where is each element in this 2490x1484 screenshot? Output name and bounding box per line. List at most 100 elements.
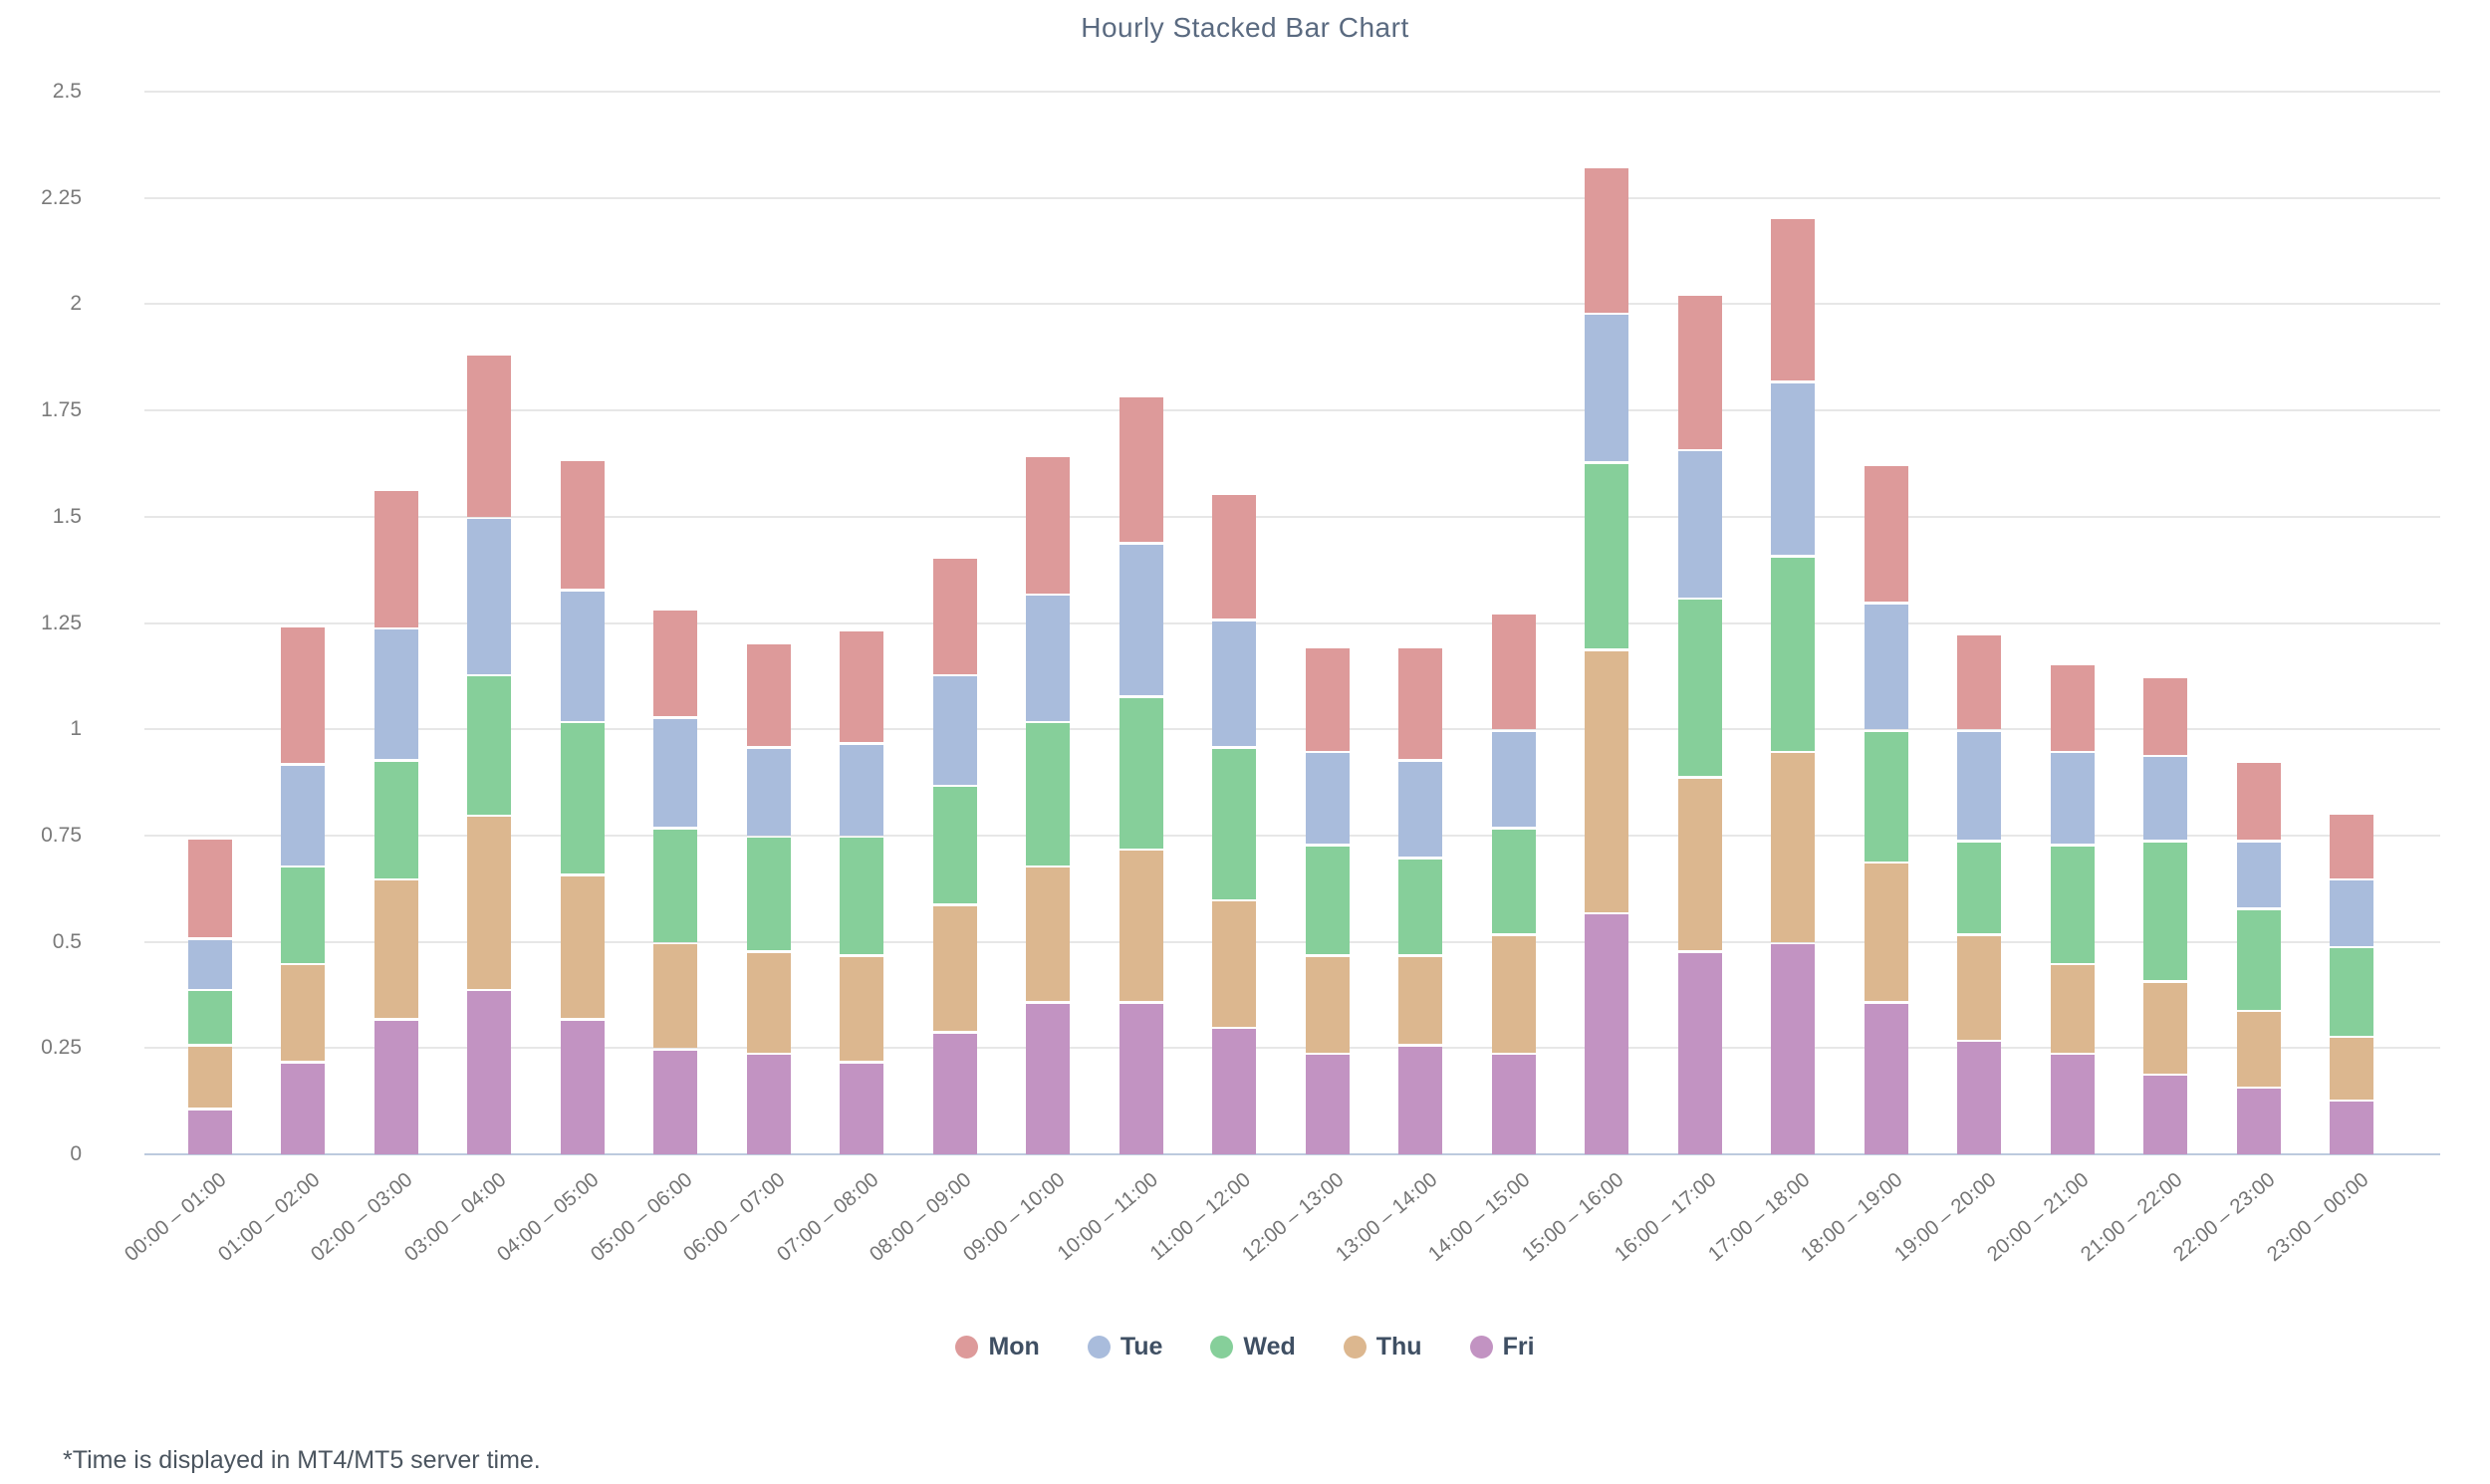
bar-segment-mon[interactable] [1677, 295, 1722, 449]
bar-stack[interactable] [1119, 92, 1163, 1154]
bar-segment-thu[interactable] [2236, 1012, 2281, 1087]
bar-segment-mon[interactable] [374, 491, 418, 627]
bar-segment-thu[interactable] [746, 952, 791, 1053]
bar-segment-fri[interactable] [467, 991, 512, 1154]
bar-segment-mon[interactable] [560, 461, 605, 590]
bar-stack[interactable] [2050, 92, 2095, 1154]
bar-segment-thu[interactable] [653, 944, 698, 1049]
bar-segment-thu[interactable] [1957, 935, 2002, 1040]
bar-segment-thu[interactable] [560, 875, 605, 1019]
bar-stack[interactable] [840, 92, 884, 1154]
bar-segment-tue[interactable] [1026, 596, 1071, 721]
bar-stack[interactable] [2236, 92, 2281, 1154]
bar-segment-fri[interactable] [653, 1050, 698, 1154]
legend-item-mon[interactable]: Mon [955, 1333, 1040, 1361]
bar-segment-mon[interactable] [1212, 495, 1257, 619]
bar-segment-wed[interactable] [1677, 600, 1722, 777]
bar-stack[interactable] [1864, 92, 1908, 1154]
bar-segment-wed[interactable] [1398, 859, 1443, 955]
bar-segment-fri[interactable] [1026, 1003, 1071, 1154]
bar-stack[interactable] [653, 92, 698, 1154]
bar-segment-wed[interactable] [1585, 463, 1629, 649]
legend-item-fri[interactable]: Fri [1469, 1333, 1535, 1361]
bar-stack[interactable] [2143, 92, 2188, 1154]
bar-segment-thu[interactable] [1119, 851, 1163, 1002]
bar-stack[interactable] [1398, 92, 1443, 1154]
bar-segment-fri[interactable] [2050, 1055, 2095, 1154]
bar-segment-wed[interactable] [374, 761, 418, 878]
bar-segment-tue[interactable] [1771, 382, 1816, 556]
bar-segment-tue[interactable] [1957, 731, 2002, 841]
bar-stack[interactable] [1491, 92, 1536, 1154]
bar-segment-fri[interactable] [2236, 1089, 2281, 1154]
bar-segment-wed[interactable] [840, 838, 884, 955]
bar-segment-mon[interactable] [1585, 167, 1629, 313]
bar-segment-fri[interactable] [840, 1063, 884, 1154]
bar-stack[interactable] [1957, 92, 2002, 1154]
bar-segment-mon[interactable] [281, 626, 326, 764]
bar-segment-thu[interactable] [1398, 956, 1443, 1045]
bar-segment-wed[interactable] [653, 829, 698, 942]
bar-segment-fri[interactable] [1864, 1003, 1908, 1154]
bar-segment-mon[interactable] [1398, 648, 1443, 760]
bar-segment-tue[interactable] [1119, 544, 1163, 696]
bar-segment-tue[interactable] [1585, 315, 1629, 462]
bar-stack[interactable] [1771, 92, 1816, 1154]
bar-stack[interactable] [187, 92, 232, 1154]
bar-segment-thu[interactable] [2050, 965, 2095, 1053]
bar-segment-fri[interactable] [1119, 1003, 1163, 1154]
bar-segment-wed[interactable] [1212, 748, 1257, 899]
bar-segment-thu[interactable] [2330, 1038, 2374, 1100]
bar-segment-thu[interactable] [374, 880, 418, 1019]
bar-segment-mon[interactable] [187, 840, 232, 938]
bar-segment-thu[interactable] [1864, 864, 1908, 1002]
bar-segment-thu[interactable] [1491, 935, 1536, 1053]
bar-segment-fri[interactable] [560, 1020, 605, 1154]
bar-segment-mon[interactable] [932, 559, 977, 674]
bar-segment-tue[interactable] [1677, 451, 1722, 598]
bar-segment-wed[interactable] [1305, 846, 1350, 955]
bar-segment-fri[interactable] [746, 1055, 791, 1154]
bar-segment-tue[interactable] [2330, 880, 2374, 946]
bar-segment-wed[interactable] [187, 991, 232, 1045]
bar-segment-mon[interactable] [1119, 397, 1163, 543]
bar-stack[interactable] [1212, 92, 1257, 1154]
bar-segment-wed[interactable] [932, 787, 977, 904]
bar-stack[interactable] [1026, 92, 1071, 1154]
bar-segment-thu[interactable] [1585, 650, 1629, 912]
bar-segment-tue[interactable] [840, 744, 884, 836]
bar-segment-wed[interactable] [2330, 948, 2374, 1036]
bar-segment-tue[interactable] [1212, 620, 1257, 747]
bar-segment-tue[interactable] [467, 519, 512, 674]
bar-stack[interactable] [467, 92, 512, 1154]
bar-stack[interactable] [746, 92, 791, 1154]
bar-stack[interactable] [560, 92, 605, 1154]
bar-segment-mon[interactable] [1491, 614, 1536, 730]
bar-segment-wed[interactable] [1864, 731, 1908, 862]
bar-stack[interactable] [374, 92, 418, 1154]
legend-item-wed[interactable]: Wed [1210, 1333, 1296, 1361]
bar-segment-mon[interactable] [1771, 219, 1816, 381]
bar-segment-mon[interactable] [1957, 635, 2002, 730]
bar-segment-wed[interactable] [1491, 829, 1536, 934]
bar-stack[interactable] [2330, 92, 2374, 1154]
bar-segment-tue[interactable] [187, 939, 232, 989]
bar-stack[interactable] [932, 92, 977, 1154]
bar-segment-thu[interactable] [840, 956, 884, 1062]
bar-segment-tue[interactable] [1305, 753, 1350, 845]
bar-segment-mon[interactable] [467, 355, 512, 517]
bar-segment-thu[interactable] [467, 817, 512, 989]
bar-segment-wed[interactable] [1026, 723, 1071, 866]
bar-segment-thu[interactable] [1212, 901, 1257, 1027]
bar-segment-fri[interactable] [374, 1020, 418, 1154]
bar-segment-mon[interactable] [2330, 814, 2374, 878]
bar-segment-tue[interactable] [281, 765, 326, 866]
bar-segment-tue[interactable] [374, 629, 418, 760]
bar-segment-tue[interactable] [653, 718, 698, 828]
bar-segment-tue[interactable] [2050, 753, 2095, 845]
bar-segment-wed[interactable] [560, 723, 605, 874]
bar-segment-fri[interactable] [187, 1110, 232, 1154]
bar-segment-wed[interactable] [2236, 909, 2281, 1010]
bar-segment-mon[interactable] [2236, 763, 2281, 841]
bar-segment-fri[interactable] [281, 1063, 326, 1154]
